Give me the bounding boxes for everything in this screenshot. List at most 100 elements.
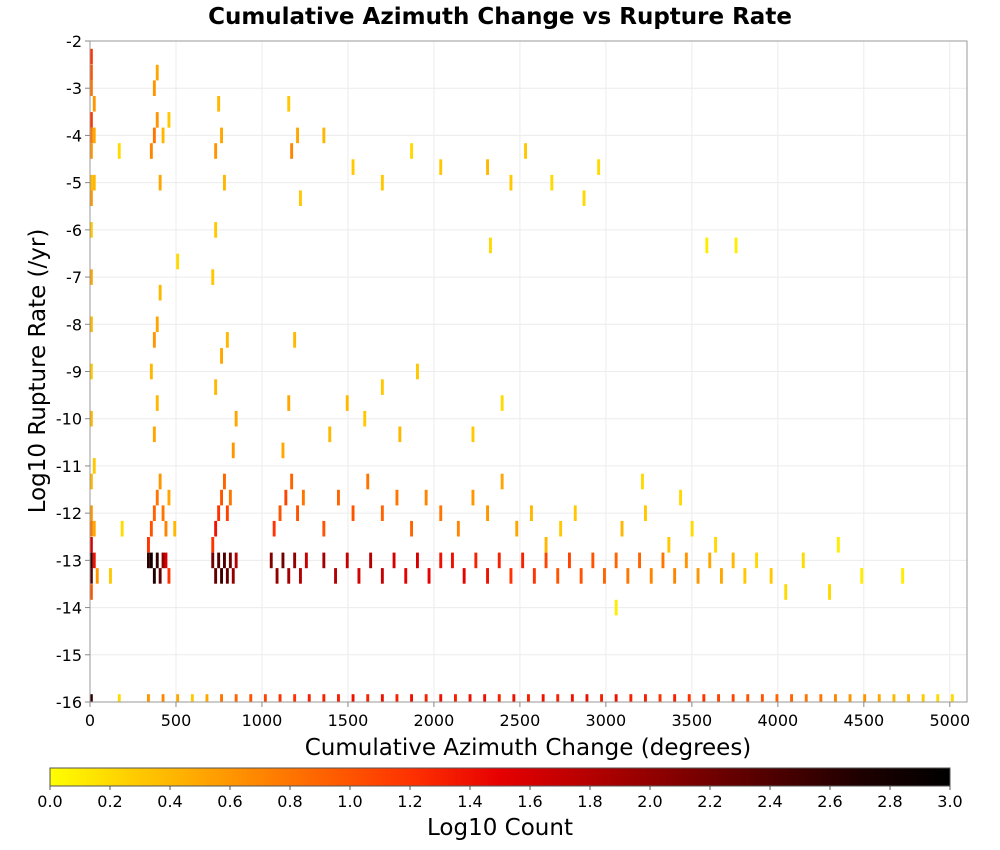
heatmap-cell	[424, 694, 428, 702]
heatmap-cell	[89, 190, 93, 206]
heatmap-cell	[158, 568, 162, 584]
heatmap-cell	[641, 473, 644, 490]
heatmap-cell	[527, 694, 530, 702]
x-axis-ticks: 0 500 1000 1500 2000 2500 3000 3500 4000 4500 5000	[85, 702, 970, 730]
heatmap-cell	[380, 505, 384, 521]
heatmap-cell	[158, 174, 162, 191]
heatmap-cell	[775, 694, 779, 702]
heatmap-cell	[117, 694, 121, 702]
heatmap-cell	[345, 552, 349, 569]
heatmap-cell	[556, 568, 560, 584]
heatmap-cell	[211, 537, 215, 553]
heatmap-cell	[614, 552, 618, 569]
heatmap-cell	[155, 552, 159, 569]
heatmap-cell	[228, 489, 232, 506]
heatmap-cell	[804, 694, 808, 702]
heatmap-cell	[95, 568, 99, 584]
heatmap-cell	[860, 568, 864, 584]
heatmap-cell	[834, 694, 837, 702]
colorbar-tick-label: 1.4	[457, 792, 482, 811]
colorbar-tick-label: 2.8	[877, 792, 902, 811]
heatmap-cell	[720, 568, 723, 584]
colorbar-tick-label: 3.0	[937, 792, 962, 811]
heatmap-cell	[366, 694, 370, 702]
heatmap-cell	[92, 458, 96, 474]
heatmap-cell	[223, 174, 226, 191]
heatmap-cell	[638, 552, 641, 569]
heatmap-cell	[152, 127, 156, 144]
heatmap-cell	[147, 694, 150, 702]
heatmap-cell	[591, 552, 595, 569]
heatmap-cell	[351, 694, 355, 702]
heatmap-cell	[220, 348, 223, 364]
heatmap-cell	[950, 694, 954, 702]
heatmap-cell	[89, 127, 93, 144]
heatmap-cell	[424, 489, 428, 506]
heatmap-cell	[500, 395, 504, 411]
heatmap-cell	[334, 568, 337, 584]
heatmap-cell	[486, 505, 489, 521]
heatmap-cell	[167, 489, 171, 506]
heatmap-cell	[89, 269, 93, 285]
heatmap-cell	[89, 537, 93, 553]
heatmap-cell	[649, 568, 653, 584]
heatmap-cell	[217, 96, 221, 112]
heatmap-cell	[263, 694, 267, 702]
heatmap-cell	[380, 694, 384, 702]
heatmap-cell	[439, 552, 443, 569]
heatmap-cell	[89, 143, 93, 159]
colorbar-tick-label: 2.2	[697, 792, 722, 811]
heatmap-cell	[717, 694, 720, 702]
heatmap-cell	[164, 520, 168, 537]
heatmap-cell	[149, 520, 153, 537]
heatmap-cell	[287, 395, 291, 411]
heatmap-cell	[708, 552, 712, 569]
heatmap-cell	[217, 505, 221, 521]
y-tick-label: -14	[56, 599, 82, 618]
heatmap-cell	[392, 552, 396, 569]
x-axis-label: Cumulative Azimuth Change (degrees)	[305, 735, 752, 761]
heatmap-cell	[614, 599, 618, 616]
heatmap-cell	[223, 552, 226, 569]
x-tick-label: 3500	[672, 711, 713, 730]
heatmap-cell	[161, 552, 165, 569]
heatmap-cell	[456, 520, 460, 537]
heatmap-cell	[486, 568, 489, 584]
heatmap-cell	[550, 174, 554, 191]
heatmap-cell	[269, 552, 273, 569]
heatmap-cell	[149, 552, 153, 569]
heatmap-cell	[667, 537, 671, 553]
heatmap-cell	[89, 363, 93, 380]
heatmap-cell	[89, 584, 93, 600]
colorbar-tick-label: 1.0	[337, 792, 362, 811]
heatmap-cell	[109, 568, 112, 584]
heatmap-cell	[281, 442, 285, 459]
colorbar	[49, 767, 951, 787]
heatmap-cell	[454, 694, 457, 702]
y-tick-label: -9	[66, 363, 82, 382]
heatmap-cell	[89, 568, 93, 584]
heatmap-cell	[304, 552, 308, 569]
heatmap-cell	[644, 694, 647, 702]
heatmap-cell	[220, 489, 223, 506]
heatmap-cell	[570, 694, 574, 702]
heatmap-cell	[936, 694, 940, 702]
heatmap-cell	[220, 694, 223, 702]
heatmap-cell	[155, 316, 159, 333]
heatmap-cell	[89, 552, 93, 569]
heatmap-cell	[416, 363, 419, 380]
heatmap-cell	[790, 694, 793, 702]
heatmap-cell	[541, 694, 545, 702]
heatmap-cell	[573, 505, 577, 521]
heatmap-cell	[152, 568, 156, 584]
heatmap-cell	[877, 694, 881, 702]
heatmap-cell	[769, 568, 773, 584]
heatmap-cell	[380, 174, 384, 191]
heatmap-cell	[152, 80, 156, 96]
x-tick-label: 5000	[929, 711, 970, 730]
heatmap-cell	[89, 80, 93, 96]
heatmap-cell	[164, 552, 168, 569]
heatmap-cell	[89, 222, 93, 238]
heatmap-cell	[89, 505, 93, 521]
